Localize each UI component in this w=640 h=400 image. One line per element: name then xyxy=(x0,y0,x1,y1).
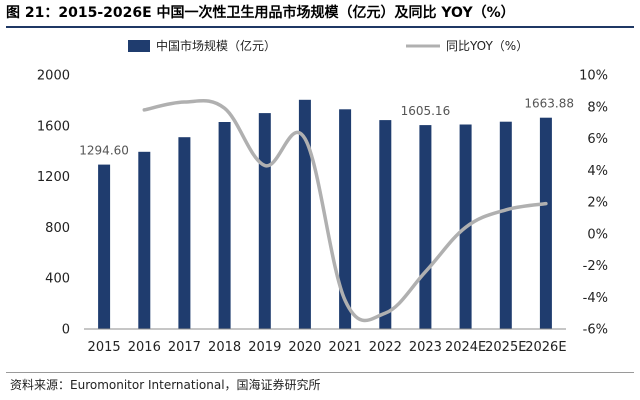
bar-2015 xyxy=(98,164,111,329)
bar-2018 xyxy=(218,122,231,329)
x-ticks: 2015 2016 2017 2018 2019 2020 2021 2022 2023 2024… xyxy=(88,340,567,355)
y-left-tick-label: 800 xyxy=(45,221,70,236)
data-label: 1294.60 xyxy=(79,144,129,158)
source-note: 资料来源：Euromonitor International，国海证券研究所 xyxy=(10,378,321,392)
y-right-tick-label: 6% xyxy=(587,132,608,147)
x-tick-label: 2019 xyxy=(248,340,281,355)
y-right-tick-label: -4% xyxy=(583,291,608,306)
bar-2017 xyxy=(178,137,191,329)
y-right-tick-label: 4% xyxy=(587,164,608,179)
legend-line-label: 同比YOY（%） xyxy=(446,39,528,53)
bar-2019 xyxy=(258,113,271,329)
x-tick-label: 2017 xyxy=(168,340,201,355)
x-tick-label: 2022 xyxy=(369,340,402,355)
x-tick-label: 2021 xyxy=(329,340,362,355)
bar-2016 xyxy=(138,151,151,329)
x-tick-label: 2018 xyxy=(208,340,241,355)
yoy-line xyxy=(142,99,548,323)
source-rule xyxy=(6,372,634,373)
chart-title: 图 21：2015-2026E 中国一次性卫生用品市场规模（亿元）及同比 YOY… xyxy=(6,5,515,21)
y-left-tick-label: 400 xyxy=(45,272,70,287)
bar-2022 xyxy=(379,120,392,329)
data-label: 1605.16 xyxy=(401,104,451,118)
x-tick-label: 2020 xyxy=(288,340,321,355)
chart: 中国市场规模（亿元） 同比YOY（%） 0400800120016002000 … xyxy=(37,38,608,355)
y-right-tick-label: 2% xyxy=(587,196,608,211)
y-left-ticks: 0 400 800 1200 1600 2000 xyxy=(37,69,70,338)
bar-2020 xyxy=(298,99,311,329)
y-right-tick-label: 0% xyxy=(587,227,608,242)
y-left-tick-label: 0 xyxy=(62,323,70,338)
bar-2026E xyxy=(539,117,552,329)
legend: 中国市场规模（亿元） 同比YOY（%） xyxy=(128,38,528,53)
x-tick-label: 2015 xyxy=(88,340,121,355)
data-label: 1663.88 xyxy=(524,97,574,111)
legend-bar-label: 中国市场规模（亿元） xyxy=(156,38,276,53)
x-tick-label: 2025E xyxy=(485,340,526,355)
y-right-ticks: -6% -4% -2% 0% 2% 4% 6% 8% 10% xyxy=(579,69,608,338)
y-right-tick-label: -6% xyxy=(583,323,608,338)
y-right-tick-label: -2% xyxy=(583,259,608,274)
x-tick-label: 2026E xyxy=(525,340,566,355)
y-right-tick-label: 8% xyxy=(587,100,608,115)
title-rule xyxy=(6,26,634,28)
x-tick-label: 2023 xyxy=(409,340,442,355)
legend-bar-swatch xyxy=(128,40,150,52)
y-left-tick-label: 2000 xyxy=(37,69,70,84)
bar-2023 xyxy=(419,125,432,329)
x-tick-label: 2024E xyxy=(445,340,486,355)
data-labels: 1294.60 1605.16 1663.88 xyxy=(79,97,574,158)
y-left-tick-label: 1600 xyxy=(37,119,70,134)
x-tick-label: 2016 xyxy=(128,340,161,355)
y-right-tick-label: 10% xyxy=(579,69,608,84)
bar-2025E xyxy=(499,121,512,329)
bar-2021 xyxy=(339,109,352,329)
y-left-tick-label: 1200 xyxy=(37,170,70,185)
